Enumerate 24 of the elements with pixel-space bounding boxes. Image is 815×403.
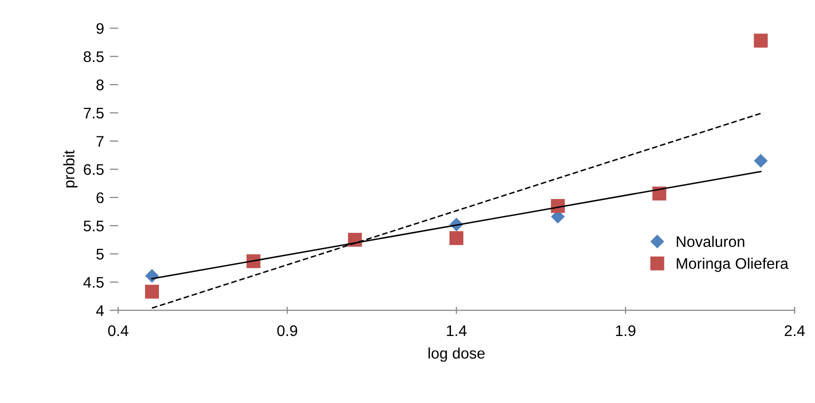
x-tick-label: 0.9 [277, 325, 298, 336]
legend-label: Moringa Oliefera [676, 258, 789, 272]
y-tick-label: 4 [96, 305, 104, 316]
point [754, 154, 768, 168]
y-tick-label: 4.5 [83, 277, 104, 288]
y-tick-label: 7 [96, 136, 104, 147]
y-tick-label: 6.5 [84, 164, 104, 175]
legend-label: Novaluron [676, 236, 744, 248]
y-tick-label: 8.5 [84, 51, 104, 62]
x-axis-title: log dose [428, 347, 485, 362]
point [754, 34, 768, 48]
y-tick-label: 5.5 [84, 220, 104, 232]
point [145, 284, 159, 299]
y-axis-title: probit [63, 150, 78, 188]
y-tick-label: 5 [96, 248, 104, 260]
x-tick-label: 0.4 [108, 325, 128, 336]
x-tick-label: 1.4 [446, 325, 467, 336]
y-tick-label: 6 [96, 192, 104, 204]
y-tick-label: 9 [96, 23, 104, 34]
x-tick-label: 2.4 [784, 325, 805, 336]
y-tick-label: 8 [96, 80, 104, 90]
point [449, 231, 464, 246]
y-tick-label: 7.5 [84, 108, 104, 119]
x-tick-label: 1.9 [616, 325, 636, 336]
